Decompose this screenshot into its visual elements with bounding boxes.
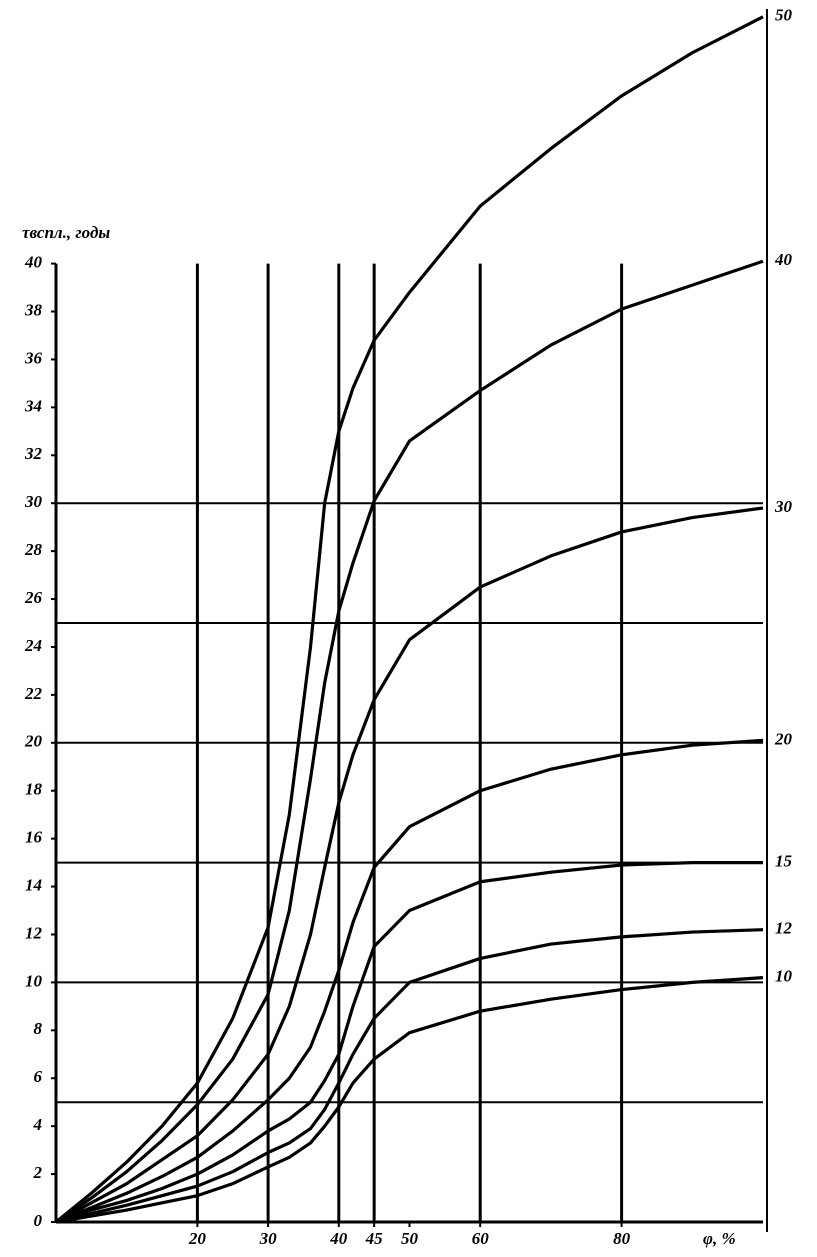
y-tick-label: 4 [33, 1115, 43, 1134]
curve-label: 40 [774, 250, 793, 269]
x-tick-label: 20 [188, 1229, 207, 1248]
x-tick-label: 50 [401, 1229, 419, 1248]
curve [55, 928, 764, 1224]
y-tick-label: 26 [24, 588, 43, 607]
x-tick-label: 40 [329, 1229, 348, 1248]
y-tick-label: 40 [24, 253, 43, 272]
y-tick-label: 24 [24, 636, 42, 655]
y-tick-label: 38 [24, 300, 43, 319]
y-tick-label: 32 [24, 444, 43, 463]
curve [55, 976, 764, 1224]
curve-label: 10 [775, 967, 793, 986]
y-tick-label: 34 [24, 396, 42, 415]
x-tick-label: 30 [259, 1229, 278, 1248]
y-tick-label: 28 [24, 540, 43, 559]
curve [55, 738, 764, 1224]
y-tick-label: 10 [25, 971, 43, 990]
curve [54, 15, 764, 1224]
y-axis-label: τвспл., годы [22, 223, 110, 242]
y-tick-label: 16 [25, 828, 43, 847]
curve [55, 259, 764, 1224]
y-tick-label: 30 [24, 492, 43, 511]
curve-label: 15 [775, 852, 793, 871]
x-axis-label: φ, % [703, 1229, 736, 1248]
y-tick-label: 0 [34, 1211, 43, 1230]
curve-label: 30 [774, 497, 793, 516]
y-tick-label: 22 [24, 684, 43, 703]
y-tick-label: 8 [34, 1019, 43, 1038]
y-tick-label: 20 [24, 732, 43, 751]
y-tick-label: 36 [24, 348, 43, 367]
y-tick-label: 2 [33, 1163, 43, 1182]
x-tick-label: 80 [613, 1229, 631, 1248]
y-tick-label: 18 [25, 780, 43, 799]
curve [55, 861, 763, 1224]
y-tick-label: 6 [34, 1067, 43, 1086]
x-tick-label: 45 [365, 1229, 384, 1248]
curve [55, 506, 764, 1224]
y-tick-label: 12 [25, 923, 43, 942]
curve-label: 12 [775, 919, 793, 938]
curve-label: 20 [774, 729, 793, 748]
curve-label: 50 [775, 6, 793, 25]
y-tick-label: 14 [25, 875, 42, 894]
x-tick-label: 60 [472, 1229, 490, 1248]
